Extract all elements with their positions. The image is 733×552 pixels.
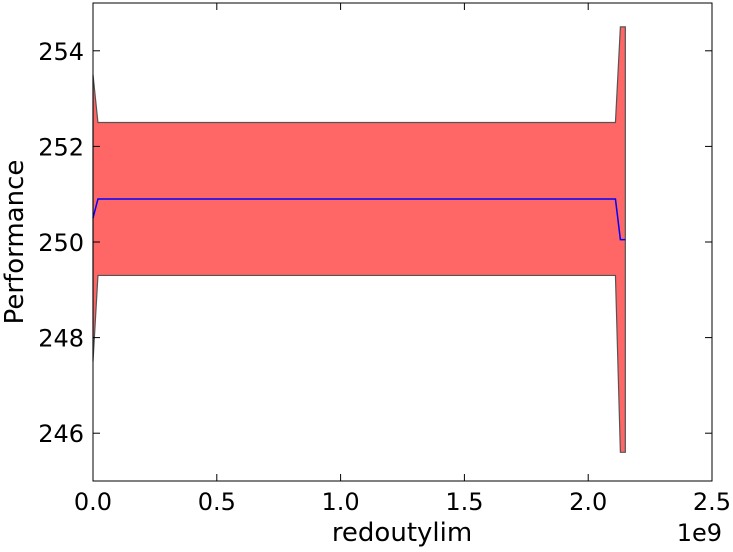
y-axis-ticks: 246 248 250 252 254 [38, 38, 712, 448]
x-tick-label-2: 1.0 [322, 488, 360, 516]
y-tick-label-2: 250 [38, 229, 84, 257]
series-line-0 [92, 198, 626, 241]
series-layer [92, 198, 626, 241]
x-axis-offset-label: 1e9 [677, 519, 722, 547]
confidence-band [92, 26, 626, 453]
y-tick-label-3: 252 [38, 133, 84, 161]
y-tick-label-4: 254 [38, 38, 84, 66]
y-tick-label-1: 248 [38, 325, 84, 353]
x-tick-label-5: 2.5 [693, 488, 731, 516]
x-axis-label: redoutylim [332, 518, 472, 548]
x-axis-ticks: 0.0 0.5 1.0 1.5 2.0 2.5 [74, 3, 731, 516]
x-tick-label-4: 2.0 [569, 488, 607, 516]
x-tick-label-1: 0.5 [198, 488, 236, 516]
y-tick-label-0: 246 [38, 420, 84, 448]
confidence-band-layer [92, 26, 626, 453]
x-tick-label-0: 0.0 [74, 488, 112, 516]
y-axis-label: Performance [0, 160, 30, 325]
x-tick-label-3: 1.5 [445, 488, 483, 516]
